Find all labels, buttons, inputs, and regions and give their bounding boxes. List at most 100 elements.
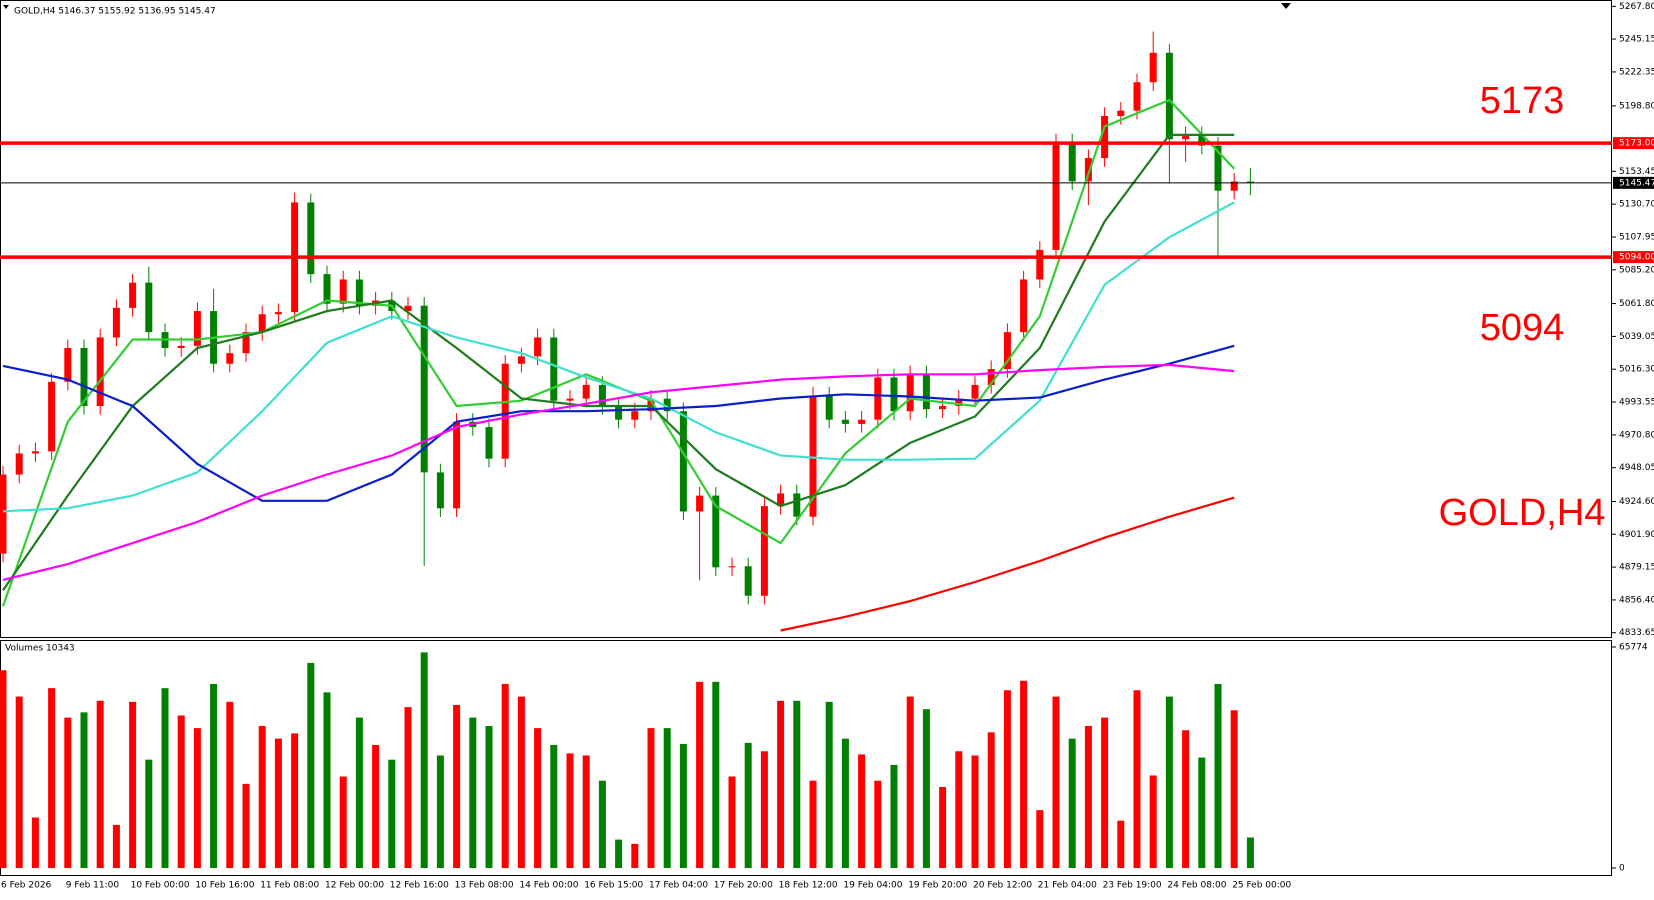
menu-triangle — [3, 5, 9, 9]
volume-bar — [663, 728, 671, 868]
candle-body — [1068, 142, 1076, 182]
moving-average — [2, 344, 1235, 502]
candle-body — [404, 305, 412, 312]
y-tick-label: 4879.15 — [1619, 563, 1654, 573]
x-tick-label: 19 Feb 04:00 — [843, 881, 902, 891]
volume-bar — [841, 738, 849, 868]
y-tick-label: 5085.20 — [1619, 265, 1654, 275]
candle-body — [517, 356, 525, 364]
candle-body — [598, 384, 606, 407]
volume-bar — [339, 776, 347, 868]
x-tick-label: 11 Feb 08:00 — [260, 881, 319, 891]
y-tick-label: 4993.55 — [1619, 398, 1654, 408]
volume-bar — [760, 751, 768, 868]
volume-bar — [258, 726, 266, 868]
x-tick-label: 12 Feb 00:00 — [325, 881, 384, 891]
y-tick-label: 5222.35 — [1619, 67, 1654, 77]
y-tick-label: 5153.45 — [1619, 167, 1654, 177]
x-tick-label: 12 Feb 16:00 — [390, 881, 449, 891]
candle-body — [760, 506, 768, 596]
candle-body — [1003, 332, 1011, 370]
volume-bar — [615, 839, 623, 868]
candle-body — [436, 472, 444, 509]
x-tick-label: 19 Feb 20:00 — [908, 881, 967, 891]
volume-bar — [31, 817, 39, 868]
volume-bar — [48, 688, 56, 868]
candle-body — [1133, 82, 1141, 111]
volume-bar — [744, 742, 752, 868]
candle-body — [728, 566, 736, 568]
candle-body — [550, 337, 558, 401]
candle-body — [258, 314, 266, 333]
volume-bar — [679, 743, 687, 868]
y-tick-label: 5039.05 — [1619, 332, 1654, 342]
x-tick-label: 17 Feb 20:00 — [714, 881, 773, 891]
volume-bar — [1230, 710, 1238, 868]
volume-bar — [1182, 730, 1190, 868]
candle-body — [145, 282, 153, 333]
candle-body — [858, 419, 866, 424]
candle-body — [307, 202, 315, 275]
volume-frame — [0, 640, 1612, 876]
y-tick-label: 5130.70 — [1619, 200, 1654, 210]
volume-bar — [96, 700, 104, 868]
moving-average — [1, 98, 1235, 607]
volume-bar — [598, 780, 606, 868]
candle-body — [112, 307, 120, 338]
y-tick-label: 4856.40 — [1619, 595, 1654, 605]
candle-body — [1036, 249, 1044, 280]
volume-bar — [1149, 775, 1157, 868]
candle-body — [129, 282, 137, 308]
candle-body — [1084, 158, 1092, 182]
candle-body — [922, 374, 930, 410]
candle-body — [566, 398, 574, 401]
y-tick-label: 4833.65 — [1619, 628, 1654, 638]
volume-bar — [1246, 837, 1254, 868]
candle-body — [1149, 52, 1157, 83]
volume-bar — [1052, 696, 1060, 868]
volume-bar — [534, 728, 542, 868]
x-tick-label: 20 Feb 12:00 — [973, 881, 1032, 891]
candle-body — [31, 451, 39, 454]
candle-body — [841, 419, 849, 424]
volume-bar — [177, 715, 185, 868]
volume-bar — [469, 717, 477, 868]
y-tick-label: 5107.95 — [1619, 232, 1654, 242]
volume-bar — [582, 755, 590, 868]
x-tick-label: 10 Feb 00:00 — [131, 881, 190, 891]
candle-body — [809, 395, 817, 517]
candle-body — [339, 279, 347, 304]
volume-bar — [1165, 696, 1173, 868]
level-annotation: 5173 — [1480, 80, 1565, 122]
moving-average — [2, 363, 1235, 581]
candle-body — [0, 474, 7, 554]
volume-bar — [728, 776, 736, 868]
volume-bar — [80, 712, 88, 868]
moving-average — [780, 496, 1235, 632]
volume-bar — [15, 696, 23, 868]
candle-body — [631, 411, 639, 420]
x-tick-label: 23 Feb 19:00 — [1103, 881, 1162, 891]
candle-body — [15, 453, 23, 475]
candle-body — [971, 384, 979, 399]
candle-body — [955, 398, 963, 407]
current-price-box — [1613, 176, 1654, 189]
volume-title: Volumes 10343 — [5, 644, 75, 654]
candle-body — [64, 348, 72, 382]
y-tick-label: 4948.05 — [1619, 463, 1654, 473]
y-tick-label: 5198.80 — [1619, 101, 1654, 111]
candle-body — [615, 406, 623, 420]
candle-body — [274, 312, 282, 315]
candle-body — [1117, 110, 1125, 117]
y-tick-label: 4901.90 — [1619, 530, 1654, 540]
candle-body — [242, 332, 250, 354]
volume-bar — [922, 709, 930, 868]
candle-body — [939, 406, 947, 410]
volume-bar — [1003, 690, 1011, 868]
candle-body — [323, 274, 331, 304]
volume-bar — [566, 753, 574, 868]
volume-bar — [825, 701, 833, 868]
symbol-annotation: GOLD,H4 — [1439, 492, 1606, 534]
candle-body — [679, 411, 687, 512]
candle-body — [534, 337, 542, 357]
